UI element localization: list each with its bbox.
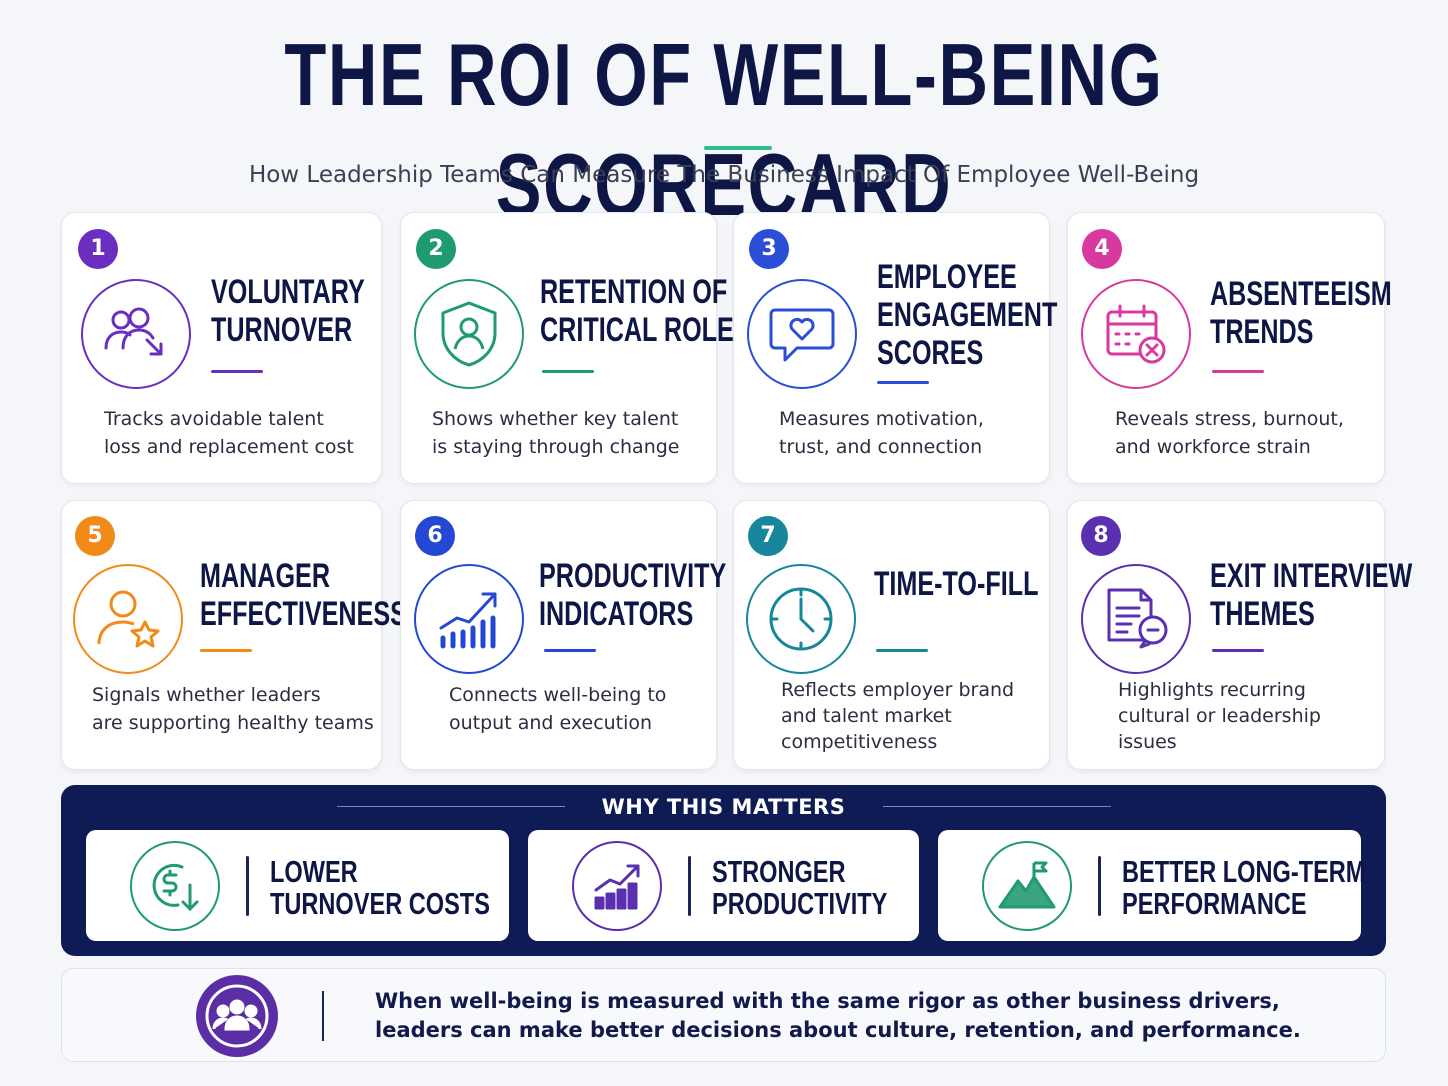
metric-title: RETENTION OF CRITICAL ROLES	[540, 273, 751, 349]
metric-number-badge: 4	[1082, 229, 1122, 269]
benefit-label: STRONGER PRODUCTIVITY	[712, 854, 888, 921]
metric-description: Reflects employer brand and talent market…	[781, 679, 1015, 753]
benefit-card-stronger-productivity: STRONGER PRODUCTIVITY	[528, 830, 919, 941]
metric-accent-rule	[211, 370, 263, 373]
metric-card-voluntary-turnover: 1 VOLUNTARY TURNOVER Tracks avoidable tal…	[61, 212, 382, 484]
metric-description: Reveals stress, burnout, and workforce st…	[1115, 408, 1344, 458]
document-chat-icon	[1081, 564, 1191, 674]
metric-title: TIME-TO-FILL	[874, 565, 1039, 603]
metric-card-exit-interview-themes: 8 EXIT INTERVIEW THEMES Highlights recurr…	[1067, 500, 1412, 770]
metric-card-retention-critical-roles: 2 RETENTION OF CRITICAL ROLES Shows wheth…	[400, 212, 751, 484]
metric-accent-rule	[200, 649, 252, 652]
metric-description: Connects well-being to output and executi…	[449, 684, 667, 734]
metric-title: VOLUNTARY TURNOVER	[211, 273, 365, 349]
metric-number-badge: 3	[749, 229, 789, 269]
dollar-down-icon	[130, 841, 220, 931]
calendar-x-icon	[1081, 279, 1191, 389]
metric-description: Highlights recurring cultural or leadersh…	[1118, 679, 1321, 753]
metric-number-badge: 6	[415, 516, 455, 556]
metric-title: PRODUCTIVITY INDICATORS	[539, 557, 727, 633]
separator	[322, 991, 324, 1041]
team-icon	[196, 975, 278, 1057]
metric-accent-rule	[1212, 649, 1264, 652]
growth-chart-icon	[414, 564, 524, 674]
metric-description: Shows whether key talent is staying throu…	[432, 408, 680, 458]
metric-description: Tracks avoidable talent loss and replacem…	[104, 408, 354, 458]
metric-title: MANAGER EFFECTIVENESS	[200, 557, 407, 633]
metric-accent-rule	[542, 370, 594, 373]
metric-accent-rule	[877, 381, 929, 384]
divider-line	[883, 806, 1111, 807]
title-underline	[704, 146, 772, 150]
metric-card-manager-effectiveness: 5 MANAGER EFFECTIVENESS Signals whether l…	[61, 500, 407, 770]
people-turnover-icon	[81, 279, 191, 389]
shield-person-icon	[414, 279, 524, 389]
divider-line	[337, 806, 565, 807]
benefit-label: BETTER LONG-TERM PERFORMANCE	[1122, 854, 1366, 921]
metric-accent-rule	[1212, 370, 1264, 373]
mountain-flag-icon	[982, 841, 1072, 931]
footer-message: When well-being is measured with the sam…	[375, 989, 1301, 1042]
separator	[246, 856, 249, 916]
page-title: THE ROI OF WELL-BEING SCORECARD	[284, 25, 1164, 234]
why-this-matters-title: WHY THIS MATTERS	[601, 795, 846, 819]
benefit-label: LOWER TURNOVER COSTS	[270, 854, 490, 921]
metric-description: Measures motivation, trust, and connectio…	[779, 408, 984, 458]
metric-number-badge: 2	[416, 229, 456, 269]
metric-card-absenteeism-trends: 4 ABSENTEEISM TRENDS Reveals stress, burn…	[1067, 212, 1392, 484]
metric-card-productivity-indicators: 6 PRODUCTIVITY INDICATORS Connects well-b…	[400, 500, 726, 770]
page-subtitle: How Leadership Teams Can Measure The Bus…	[248, 162, 1200, 188]
metric-accent-rule	[876, 649, 928, 652]
benefit-card-lower-turnover-costs: LOWER TURNOVER COSTS	[86, 830, 509, 941]
benefit-card-better-long-term-performance: BETTER LONG-TERM PERFORMANCE	[938, 830, 1365, 941]
metric-card-engagement-scores: 3 EMPLOYEE ENGAGEMENT SCORES Measures moti…	[733, 212, 1057, 484]
metric-title: ABSENTEEISM TRENDS	[1210, 275, 1392, 351]
separator	[688, 856, 691, 916]
person-star-icon	[73, 564, 183, 674]
metric-accent-rule	[544, 649, 596, 652]
bar-growth-icon	[572, 841, 662, 931]
heart-chat-icon	[747, 279, 857, 389]
metric-number-badge: 7	[748, 516, 788, 556]
metric-title: EXIT INTERVIEW THEMES	[1210, 557, 1413, 633]
why-this-matters-panel: WHY THIS MATTERS LOWER TURNOVER COSTS STR…	[61, 785, 1386, 956]
clock-icon	[746, 564, 856, 674]
metric-number-badge: 1	[78, 229, 118, 269]
metric-number-badge: 8	[1081, 516, 1121, 556]
footer-callout: When well-being is measured with the sam…	[61, 968, 1386, 1062]
metric-card-time-to-fill: 7 TIME-TO-FILL Reflects employer brand an…	[733, 500, 1050, 770]
metric-title: EMPLOYEE ENGAGEMENT SCORES	[877, 258, 1058, 372]
metric-number-badge: 5	[75, 516, 115, 556]
separator	[1098, 856, 1101, 916]
metric-description: Signals whether leaders are supporting he…	[92, 684, 374, 734]
